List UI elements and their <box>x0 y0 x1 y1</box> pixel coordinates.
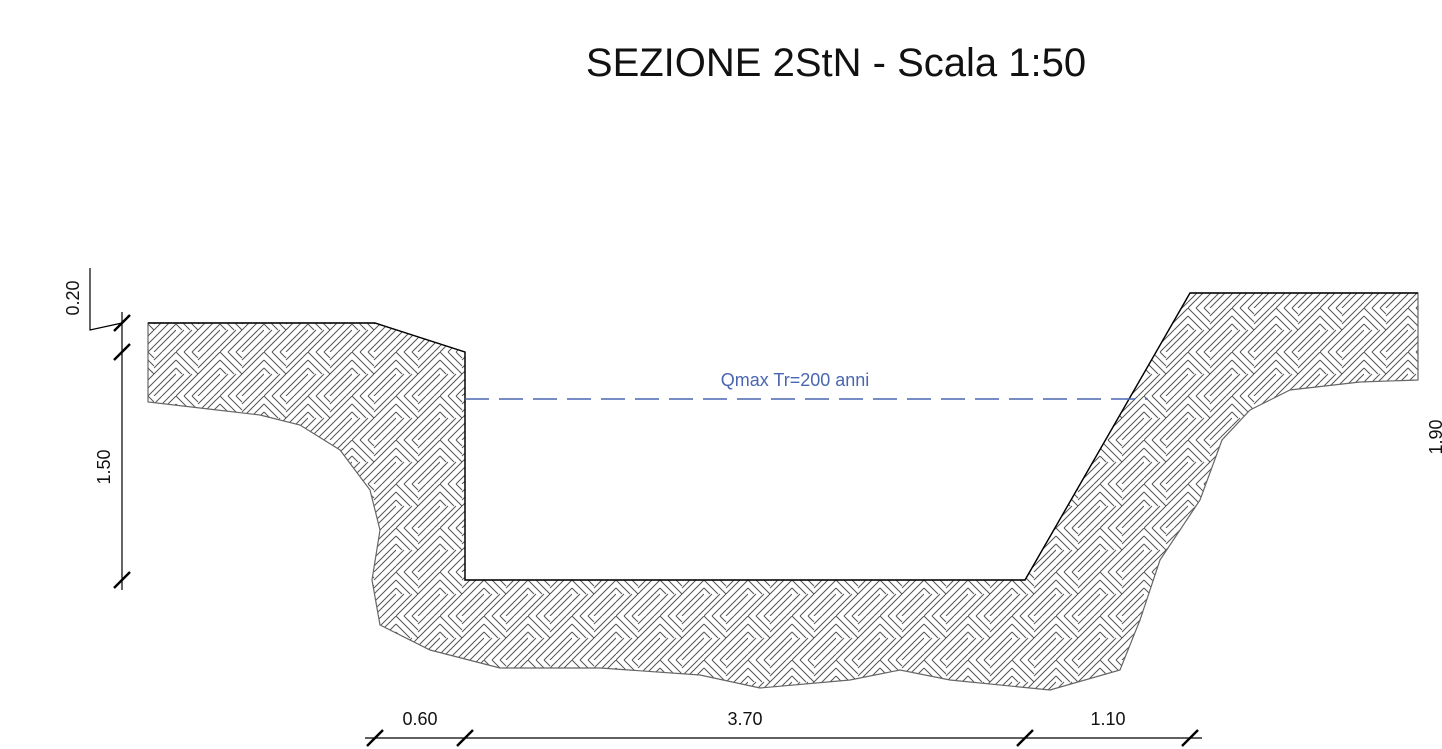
title: SEZIONE 2StN - Scala 1:50 <box>586 41 1086 85</box>
water-label: Qmax Tr=200 anni <box>721 370 870 390</box>
dim-label: 0.60 <box>402 709 437 729</box>
dim-label: 3.70 <box>727 709 762 729</box>
dim-label: 1.10 <box>1090 709 1125 729</box>
vertical-dimension <box>89 268 131 590</box>
dim-label: 0.20 <box>63 280 83 315</box>
dim-label: 1.90 <box>1426 419 1442 454</box>
channel-outline <box>148 292 1418 581</box>
dim-label: 1.50 <box>94 449 114 484</box>
soil <box>147 292 1419 691</box>
horizontal-dimension <box>365 729 1202 747</box>
